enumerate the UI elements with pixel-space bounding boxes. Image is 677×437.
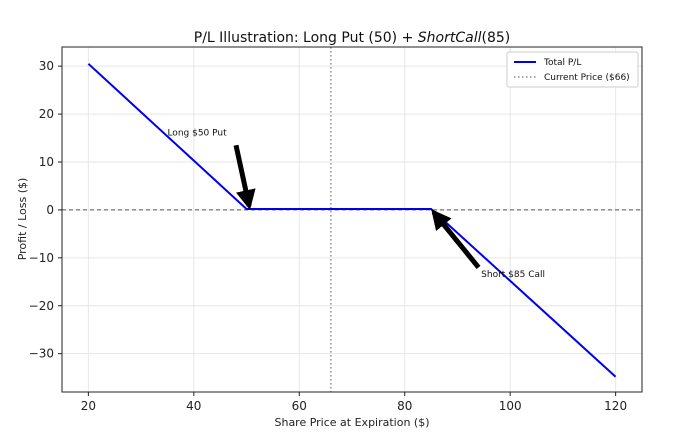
legend-box	[506, 51, 639, 88]
x-tick-label: 100	[499, 399, 522, 413]
legend-total-pl-label: Total P/L	[543, 58, 581, 68]
plot-frame	[61, 46, 643, 393]
legend-current-price-label: Current Price ($66)	[544, 73, 630, 83]
short-call-annotation: Short $85 Call	[481, 270, 545, 280]
short-call-arrow	[431, 209, 481, 269]
y-axis-label: Profit / Loss ($)	[16, 178, 29, 261]
series-layer	[87, 63, 617, 378]
title-tail: (85)	[481, 30, 510, 46]
y-tick-label: 10	[39, 155, 54, 169]
x-tick-label: 60	[292, 399, 307, 413]
y-tick-label: −10	[29, 251, 54, 265]
y-tick-label: 30	[39, 59, 54, 73]
x-tick-label: 120	[604, 399, 627, 413]
title-italic: ShortCall	[418, 30, 482, 46]
grid	[62, 47, 642, 392]
x-tick-label: 80	[397, 399, 412, 413]
y-tick-label: 20	[39, 107, 54, 121]
x-tick-label: 40	[186, 399, 201, 413]
total-pl-line	[87, 63, 617, 378]
chart-title: P/L Illustration: Long Put (50) + ShortC…	[194, 30, 510, 46]
long-put-annotation: Long $50 Put	[167, 129, 227, 139]
x-tick-label: 20	[81, 399, 96, 413]
title-main: P/L Illustration: Long Put (50) +	[194, 30, 418, 46]
y-tick-label: −20	[29, 299, 54, 313]
annotations: Long $50 Put Short $85 Call	[167, 129, 545, 280]
long-put-arrow	[233, 144, 256, 210]
legend: Total P/L Current Price ($66)	[506, 51, 639, 88]
x-axis-label: Share Price at Expiration ($)	[274, 416, 429, 429]
reference-lines	[62, 47, 642, 392]
y-tick-label: −30	[29, 347, 54, 361]
y-tick-label: 0	[46, 203, 54, 217]
